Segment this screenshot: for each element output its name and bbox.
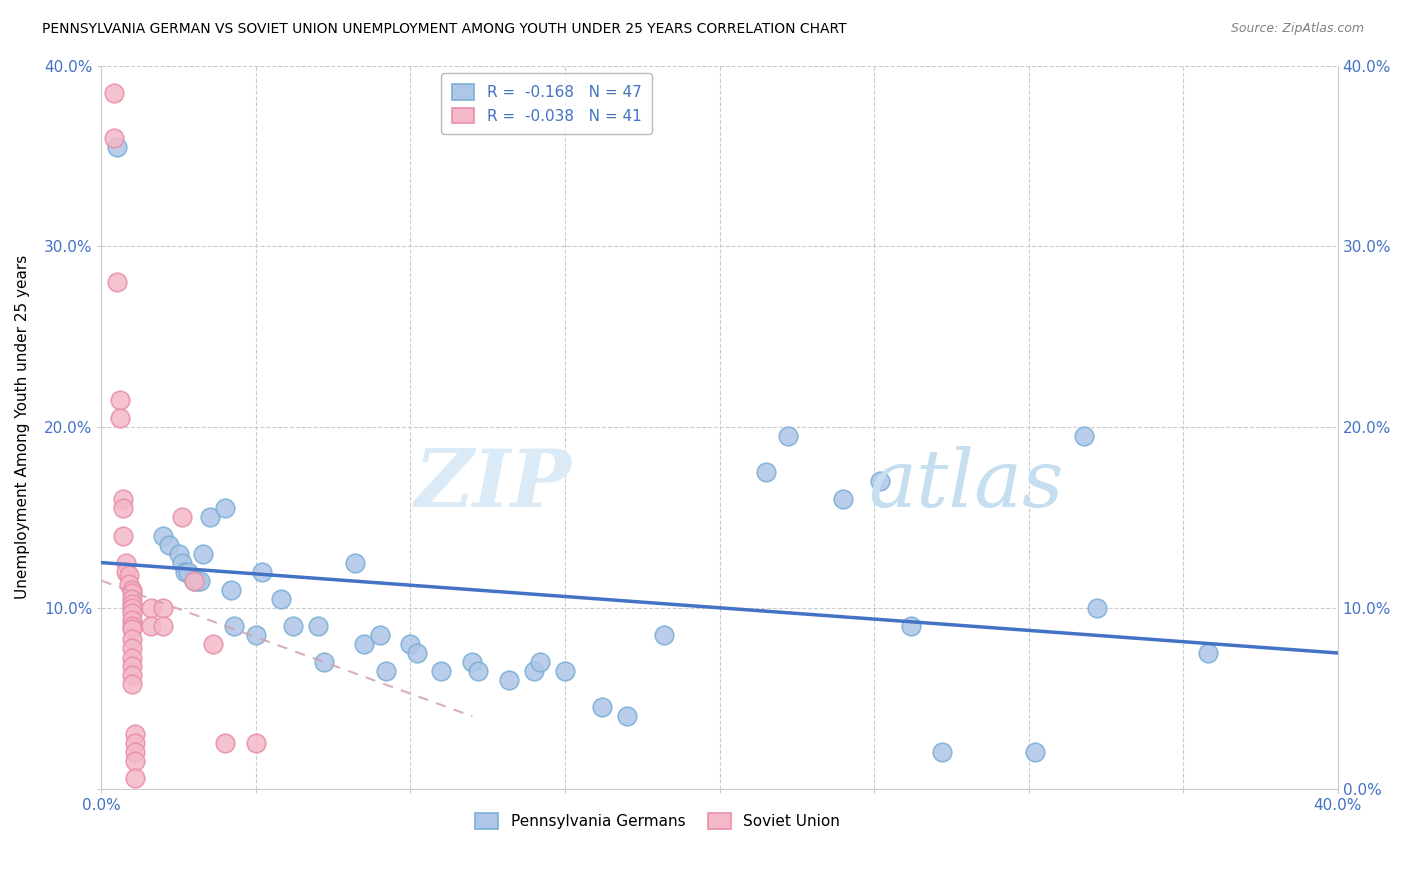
Point (121, 651, 143, 665)
Point (103, 86, 125, 100)
Point (900, 619, 922, 633)
Point (461, 655, 484, 669)
Point (121, 606, 143, 620)
Point (368, 628, 391, 642)
Point (121, 658, 143, 673)
Point (121, 600, 143, 615)
Point (124, 727, 146, 741)
Point (245, 736, 267, 750)
Point (214, 736, 236, 750)
Point (343, 556, 366, 570)
Point (124, 771, 146, 785)
Point (121, 632, 143, 646)
Point (245, 628, 267, 642)
Point (467, 664, 489, 678)
Point (157, 537, 180, 551)
Point (755, 465, 778, 479)
Point (399, 637, 422, 651)
Point (776, 429, 799, 443)
Point (170, 510, 193, 524)
Point (112, 501, 135, 516)
Point (250, 565, 273, 579)
Point (183, 574, 205, 588)
Point (186, 574, 208, 588)
Point (121, 667, 143, 681)
Point (115, 565, 138, 579)
Point (1085, 600, 1108, 615)
Legend: Pennsylvania Germans, Soviet Union: Pennsylvania Germans, Soviet Union (470, 807, 846, 835)
Point (193, 547, 215, 561)
Point (121, 640, 143, 655)
Point (121, 676, 143, 690)
Point (121, 591, 143, 606)
Point (121, 586, 143, 600)
Point (931, 745, 953, 759)
Point (124, 745, 146, 759)
Y-axis label: Unemployment Among Youth under 25 years: Unemployment Among Youth under 25 years (15, 255, 30, 599)
Point (270, 591, 292, 606)
Point (152, 619, 174, 633)
Point (281, 619, 304, 633)
Point (1197, 646, 1219, 660)
Point (312, 655, 335, 669)
Point (118, 568, 141, 582)
Point (112, 528, 135, 542)
Point (121, 582, 143, 597)
Point (219, 582, 242, 597)
Text: ZIP: ZIP (415, 446, 571, 524)
Point (188, 574, 211, 588)
Point (152, 600, 174, 615)
Point (121, 619, 143, 633)
Point (103, 131, 125, 145)
Point (214, 501, 236, 516)
Point (201, 637, 224, 651)
Point (124, 755, 146, 769)
Point (529, 655, 551, 669)
Point (430, 664, 453, 678)
Point (139, 600, 162, 615)
Point (1024, 745, 1046, 759)
Point (374, 664, 396, 678)
Point (405, 646, 427, 660)
Point (105, 276, 128, 290)
Point (139, 619, 162, 633)
Point (224, 619, 246, 633)
Point (616, 709, 638, 723)
Point (591, 700, 613, 714)
Point (307, 619, 329, 633)
Point (832, 492, 855, 507)
Text: PENNSYLVANIA GERMAN VS SOVIET UNION UNEMPLOYMENT AMONG YOUTH UNDER 25 YEARS CORR: PENNSYLVANIA GERMAN VS SOVIET UNION UNEM… (42, 22, 846, 37)
Point (105, 140, 128, 154)
Point (170, 556, 193, 570)
Point (652, 628, 675, 642)
Point (167, 547, 190, 561)
Point (121, 597, 143, 611)
Point (353, 637, 375, 651)
Point (177, 565, 200, 579)
Text: Source: ZipAtlas.com: Source: ZipAtlas.com (1230, 22, 1364, 36)
Point (124, 736, 146, 750)
Point (118, 577, 141, 591)
Point (108, 392, 131, 407)
Point (498, 673, 520, 687)
Point (112, 492, 135, 507)
Point (121, 623, 143, 637)
Point (523, 664, 546, 678)
Point (108, 411, 131, 425)
Point (554, 664, 576, 678)
Point (115, 556, 138, 570)
Point (121, 614, 143, 628)
Point (173, 565, 195, 579)
Point (198, 510, 221, 524)
Point (869, 475, 891, 489)
Point (183, 574, 205, 588)
Point (152, 528, 174, 542)
Text: atlas: atlas (868, 446, 1063, 524)
Point (1073, 429, 1095, 443)
